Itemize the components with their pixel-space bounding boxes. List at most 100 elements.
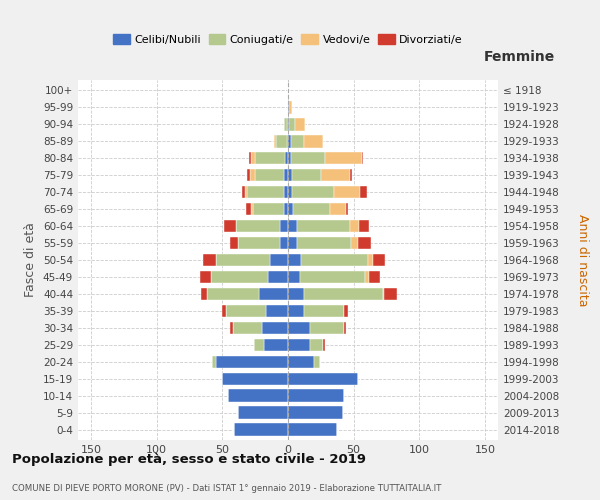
Bar bbox=[224, 220, 235, 232]
Bar bbox=[288, 135, 290, 147]
Bar bbox=[290, 152, 325, 164]
Bar bbox=[292, 186, 334, 198]
Bar bbox=[361, 152, 363, 164]
Bar bbox=[373, 254, 385, 266]
Bar bbox=[289, 101, 292, 114]
Bar bbox=[216, 254, 269, 266]
Bar bbox=[288, 270, 300, 283]
Bar bbox=[223, 304, 226, 318]
Bar bbox=[295, 118, 305, 130]
Bar bbox=[212, 356, 216, 368]
Bar bbox=[325, 152, 361, 164]
Bar bbox=[235, 220, 280, 232]
Bar bbox=[265, 338, 288, 351]
Bar bbox=[297, 236, 351, 250]
Bar bbox=[360, 186, 367, 198]
Bar bbox=[334, 186, 360, 198]
Bar bbox=[268, 270, 288, 283]
Bar bbox=[288, 288, 304, 300]
Bar bbox=[384, 288, 397, 300]
Bar bbox=[288, 372, 358, 385]
Bar bbox=[288, 236, 297, 250]
Bar bbox=[254, 338, 265, 351]
Bar bbox=[248, 152, 251, 164]
Bar bbox=[344, 322, 346, 334]
Bar bbox=[242, 186, 245, 198]
Bar bbox=[314, 356, 320, 368]
Bar bbox=[310, 338, 323, 351]
Bar bbox=[246, 202, 251, 215]
Bar bbox=[288, 424, 337, 436]
Bar bbox=[310, 322, 344, 334]
Bar bbox=[288, 186, 292, 198]
Bar bbox=[288, 406, 343, 419]
Bar bbox=[247, 168, 250, 181]
Bar bbox=[245, 186, 247, 198]
Bar bbox=[288, 101, 289, 114]
Bar bbox=[288, 304, 304, 318]
Bar bbox=[259, 288, 288, 300]
Bar bbox=[284, 118, 287, 130]
Bar bbox=[250, 168, 255, 181]
Bar bbox=[288, 254, 301, 266]
Text: Popolazione per età, sesso e stato civile - 2019: Popolazione per età, sesso e stato civil… bbox=[12, 452, 366, 466]
Bar bbox=[288, 118, 289, 130]
Bar bbox=[230, 322, 233, 334]
Bar bbox=[255, 168, 284, 181]
Bar bbox=[370, 270, 380, 283]
Bar bbox=[365, 270, 370, 283]
Bar bbox=[288, 322, 310, 334]
Bar bbox=[288, 390, 344, 402]
Bar bbox=[269, 254, 288, 266]
Bar bbox=[350, 220, 359, 232]
Bar bbox=[330, 202, 346, 215]
Bar bbox=[251, 152, 255, 164]
Bar bbox=[253, 202, 284, 215]
Legend: Celibi/Nubili, Coniugati/e, Vedovi/e, Divorziati/e: Celibi/Nubili, Coniugati/e, Vedovi/e, Di… bbox=[109, 30, 467, 50]
Bar bbox=[288, 220, 297, 232]
Bar bbox=[234, 424, 288, 436]
Bar bbox=[223, 372, 288, 385]
Text: COMUNE DI PIEVE PORTO MORONE (PV) - Dati ISTAT 1° gennaio 2019 - Elaborazione TU: COMUNE DI PIEVE PORTO MORONE (PV) - Dati… bbox=[12, 484, 442, 493]
Bar bbox=[346, 202, 349, 215]
Bar bbox=[288, 168, 292, 181]
Bar bbox=[304, 288, 383, 300]
Bar bbox=[287, 118, 288, 130]
Bar bbox=[230, 236, 238, 250]
Bar bbox=[350, 168, 352, 181]
Bar bbox=[233, 322, 262, 334]
Bar bbox=[287, 135, 288, 147]
Bar bbox=[284, 168, 288, 181]
Bar bbox=[274, 135, 276, 147]
Bar bbox=[297, 220, 350, 232]
Bar bbox=[280, 220, 288, 232]
Bar bbox=[286, 152, 288, 164]
Bar bbox=[255, 152, 286, 164]
Bar bbox=[227, 390, 288, 402]
Bar bbox=[304, 304, 344, 318]
Bar bbox=[226, 304, 266, 318]
Y-axis label: Anni di nascita: Anni di nascita bbox=[576, 214, 589, 306]
Bar bbox=[247, 186, 284, 198]
Bar bbox=[344, 304, 349, 318]
Y-axis label: Fasce di età: Fasce di età bbox=[25, 222, 37, 298]
Bar bbox=[202, 288, 206, 300]
Bar bbox=[238, 406, 288, 419]
Bar bbox=[321, 168, 350, 181]
Bar bbox=[290, 135, 304, 147]
Bar bbox=[206, 288, 259, 300]
Bar bbox=[251, 202, 253, 215]
Bar bbox=[280, 236, 288, 250]
Bar bbox=[300, 270, 365, 283]
Bar bbox=[351, 236, 358, 250]
Bar bbox=[266, 304, 288, 318]
Bar bbox=[323, 338, 325, 351]
Text: Femmine: Femmine bbox=[484, 50, 554, 64]
Bar bbox=[288, 152, 290, 164]
Bar bbox=[359, 220, 370, 232]
Bar bbox=[288, 202, 293, 215]
Bar bbox=[288, 338, 310, 351]
Bar bbox=[289, 118, 295, 130]
Bar bbox=[276, 135, 287, 147]
Bar bbox=[216, 356, 288, 368]
